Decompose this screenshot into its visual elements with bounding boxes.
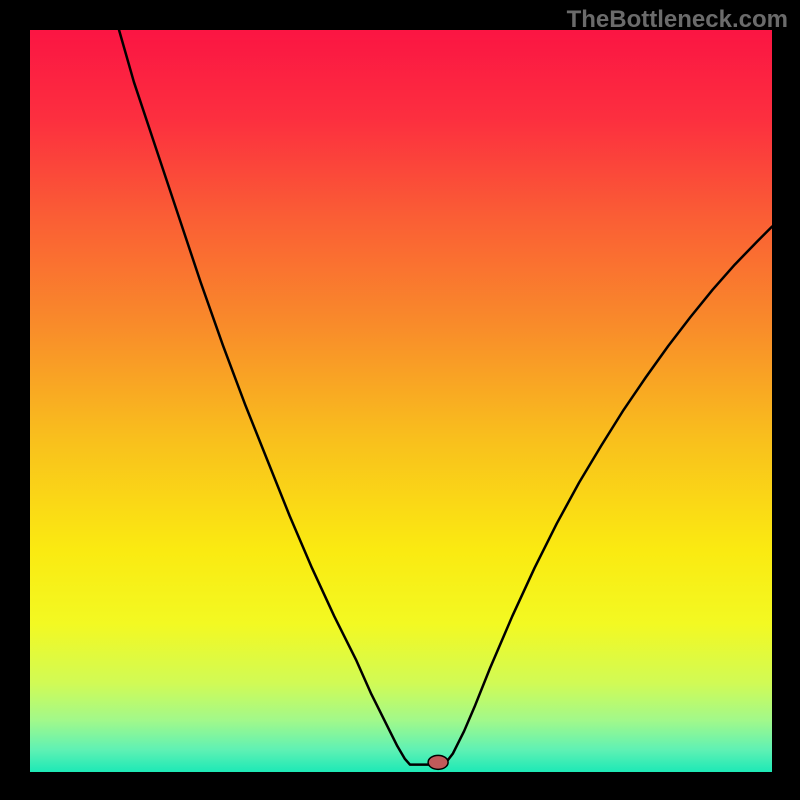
plot-area (30, 30, 772, 772)
chart-svg (30, 30, 772, 772)
optimal-marker (428, 755, 448, 769)
chart-container: TheBottleneck.com (0, 0, 800, 800)
chart-background (30, 30, 772, 772)
